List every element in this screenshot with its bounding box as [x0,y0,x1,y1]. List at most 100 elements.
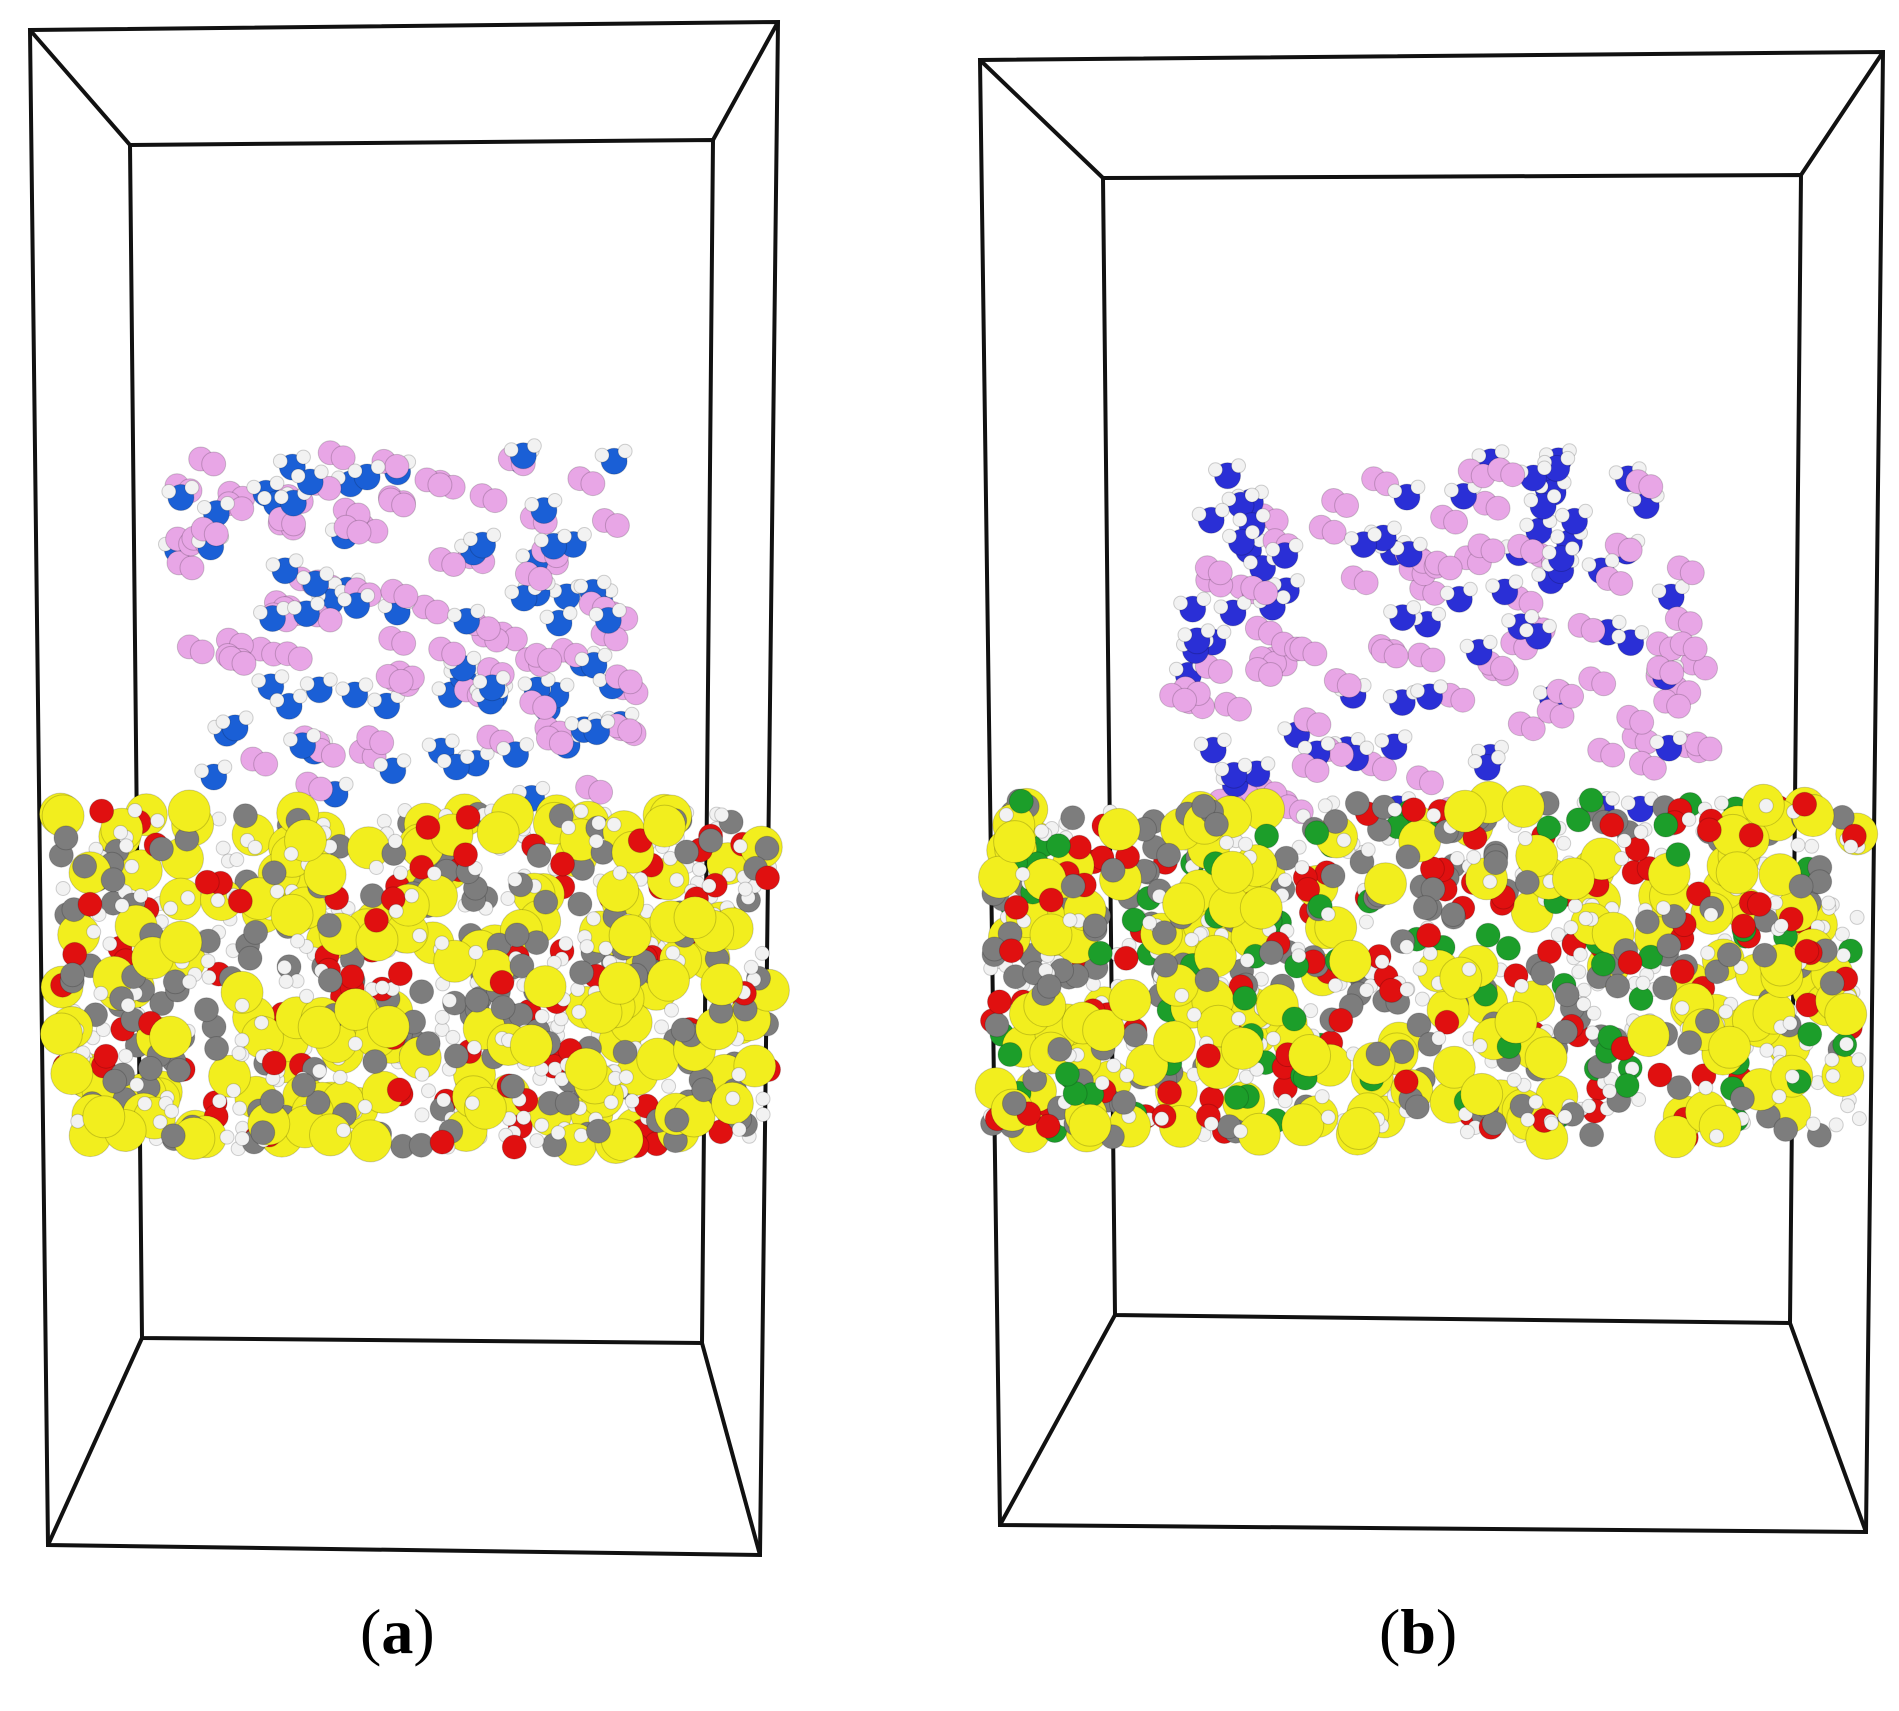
sulfur-atom [1108,978,1152,1022]
pink-atom [1549,703,1575,729]
hydrogen-atom [463,531,479,547]
hydrogen-atom [360,588,376,604]
pink-atom [1659,660,1685,686]
sulfur-atom [1551,857,1595,901]
hydrogen-atom [1336,832,1352,848]
hydrogen-atom [1239,952,1255,968]
hydrogen-atom [1358,982,1374,998]
hydrogen-atom [1494,444,1510,460]
hydrogen-atom [743,959,759,975]
sulfur-atom [673,896,717,940]
hydrogen-atom [1550,529,1565,545]
hydrogen-atom [1550,927,1566,943]
oxygen-atom [415,815,441,840]
pink-atom [330,445,356,471]
hydrogen-atom [1320,906,1336,922]
pink-atom [548,730,574,756]
hydrogen-atom [133,888,149,904]
pink-atom [1334,493,1360,518]
hydrogen-atom [1216,732,1232,748]
hydrogen-atom [1382,689,1398,704]
hydrogen-atom [1571,964,1587,980]
hydrogen-atom [1196,591,1212,607]
hydrogen-atom [515,548,531,564]
hydrogen-atom [226,1083,242,1099]
hydrogen-atom [1556,835,1572,851]
hydrogen-atom [1245,524,1260,540]
sulfur-atom [366,1005,410,1049]
pink-atom [482,488,508,514]
green-atom [1281,1006,1307,1032]
hydrogen-atom [338,776,354,792]
hydrogen-atom [754,945,770,961]
hydrogen-atom [661,1078,677,1094]
carbon-atom [1365,1041,1391,1067]
hydrogen-atom [1237,757,1253,773]
pink-atom [1372,756,1397,782]
pink-atom [1500,462,1526,488]
hydrogen-atom [1611,629,1627,645]
hydrogen-atom [376,813,392,829]
carbon-atom [1191,793,1217,819]
hydrogen-atom [1412,536,1428,552]
hydrogen-atom [611,602,627,618]
carbon-atom [243,919,269,945]
hydrogen-atom [588,606,604,622]
pink-atom [1336,673,1362,698]
pink-atom [1302,641,1328,667]
hydrogen-atom [571,1004,587,1020]
hydrogen-atom [253,605,268,620]
hydrogen-atom [215,714,231,730]
hydrogen-atom [1397,729,1413,745]
oxygen-atom [1794,938,1820,964]
hydrogen-atom [1804,838,1820,854]
hydrogen-atom [1295,808,1311,824]
hydrogen-atom [219,496,235,511]
sulfur-atom [647,958,690,1002]
sulfur-atom [1432,1045,1476,1089]
panel-b-box-edge-tl [978,58,1105,180]
oxygen-atom [386,1077,412,1103]
pink-atom [317,607,343,633]
hydrogen-atom [387,833,403,849]
hydrogen-atom [1672,730,1688,746]
green-atom [1495,935,1521,961]
hydrogen-atom [310,596,325,612]
oxygen-atom [261,1050,287,1076]
hydrogen-atom [600,714,616,730]
hydrogen-atom [1260,756,1276,772]
green-atom [1665,842,1691,868]
hydrogen-atom [1784,1069,1800,1085]
hydrogen-atom [1184,932,1200,948]
hydrogen-atom [332,1069,348,1085]
sulfur-atom [1443,789,1487,833]
hydrogen-atom [1836,947,1851,963]
hydrogen-atom [1560,450,1576,466]
oxygen-atom [1647,1062,1673,1088]
carbon-atom [409,979,435,1005]
hydrogen-atom [436,1092,452,1108]
oxygen-atom [387,961,413,987]
hydrogen-atom [124,859,140,874]
sulfur-atom [523,965,567,1009]
carbon-atom [674,839,700,865]
carbon-atom [1553,1019,1579,1045]
hydrogen-atom [1651,583,1667,599]
hydrogen-atom [1233,1123,1248,1139]
hydrogen-atom [526,438,542,454]
hydrogen-atom [368,860,384,875]
hydrogen-atom [466,1040,482,1056]
hydrogen-atom [1840,1098,1856,1114]
hydrogen-atom [1320,1109,1336,1125]
hydrogen-atom [669,872,685,888]
carbon-atom [569,960,595,986]
hydrogen-atom [1168,661,1184,677]
carbon-atom [1666,1075,1692,1101]
hydrogen-atom [1034,823,1050,839]
pink-atom [1419,770,1444,796]
hydrogen-atom [1383,604,1399,620]
hydrogen-atom [442,993,458,1008]
hydrogen-atom [1782,1015,1798,1031]
pink-atom [1679,560,1705,586]
hydrogen-atom [1620,795,1636,811]
